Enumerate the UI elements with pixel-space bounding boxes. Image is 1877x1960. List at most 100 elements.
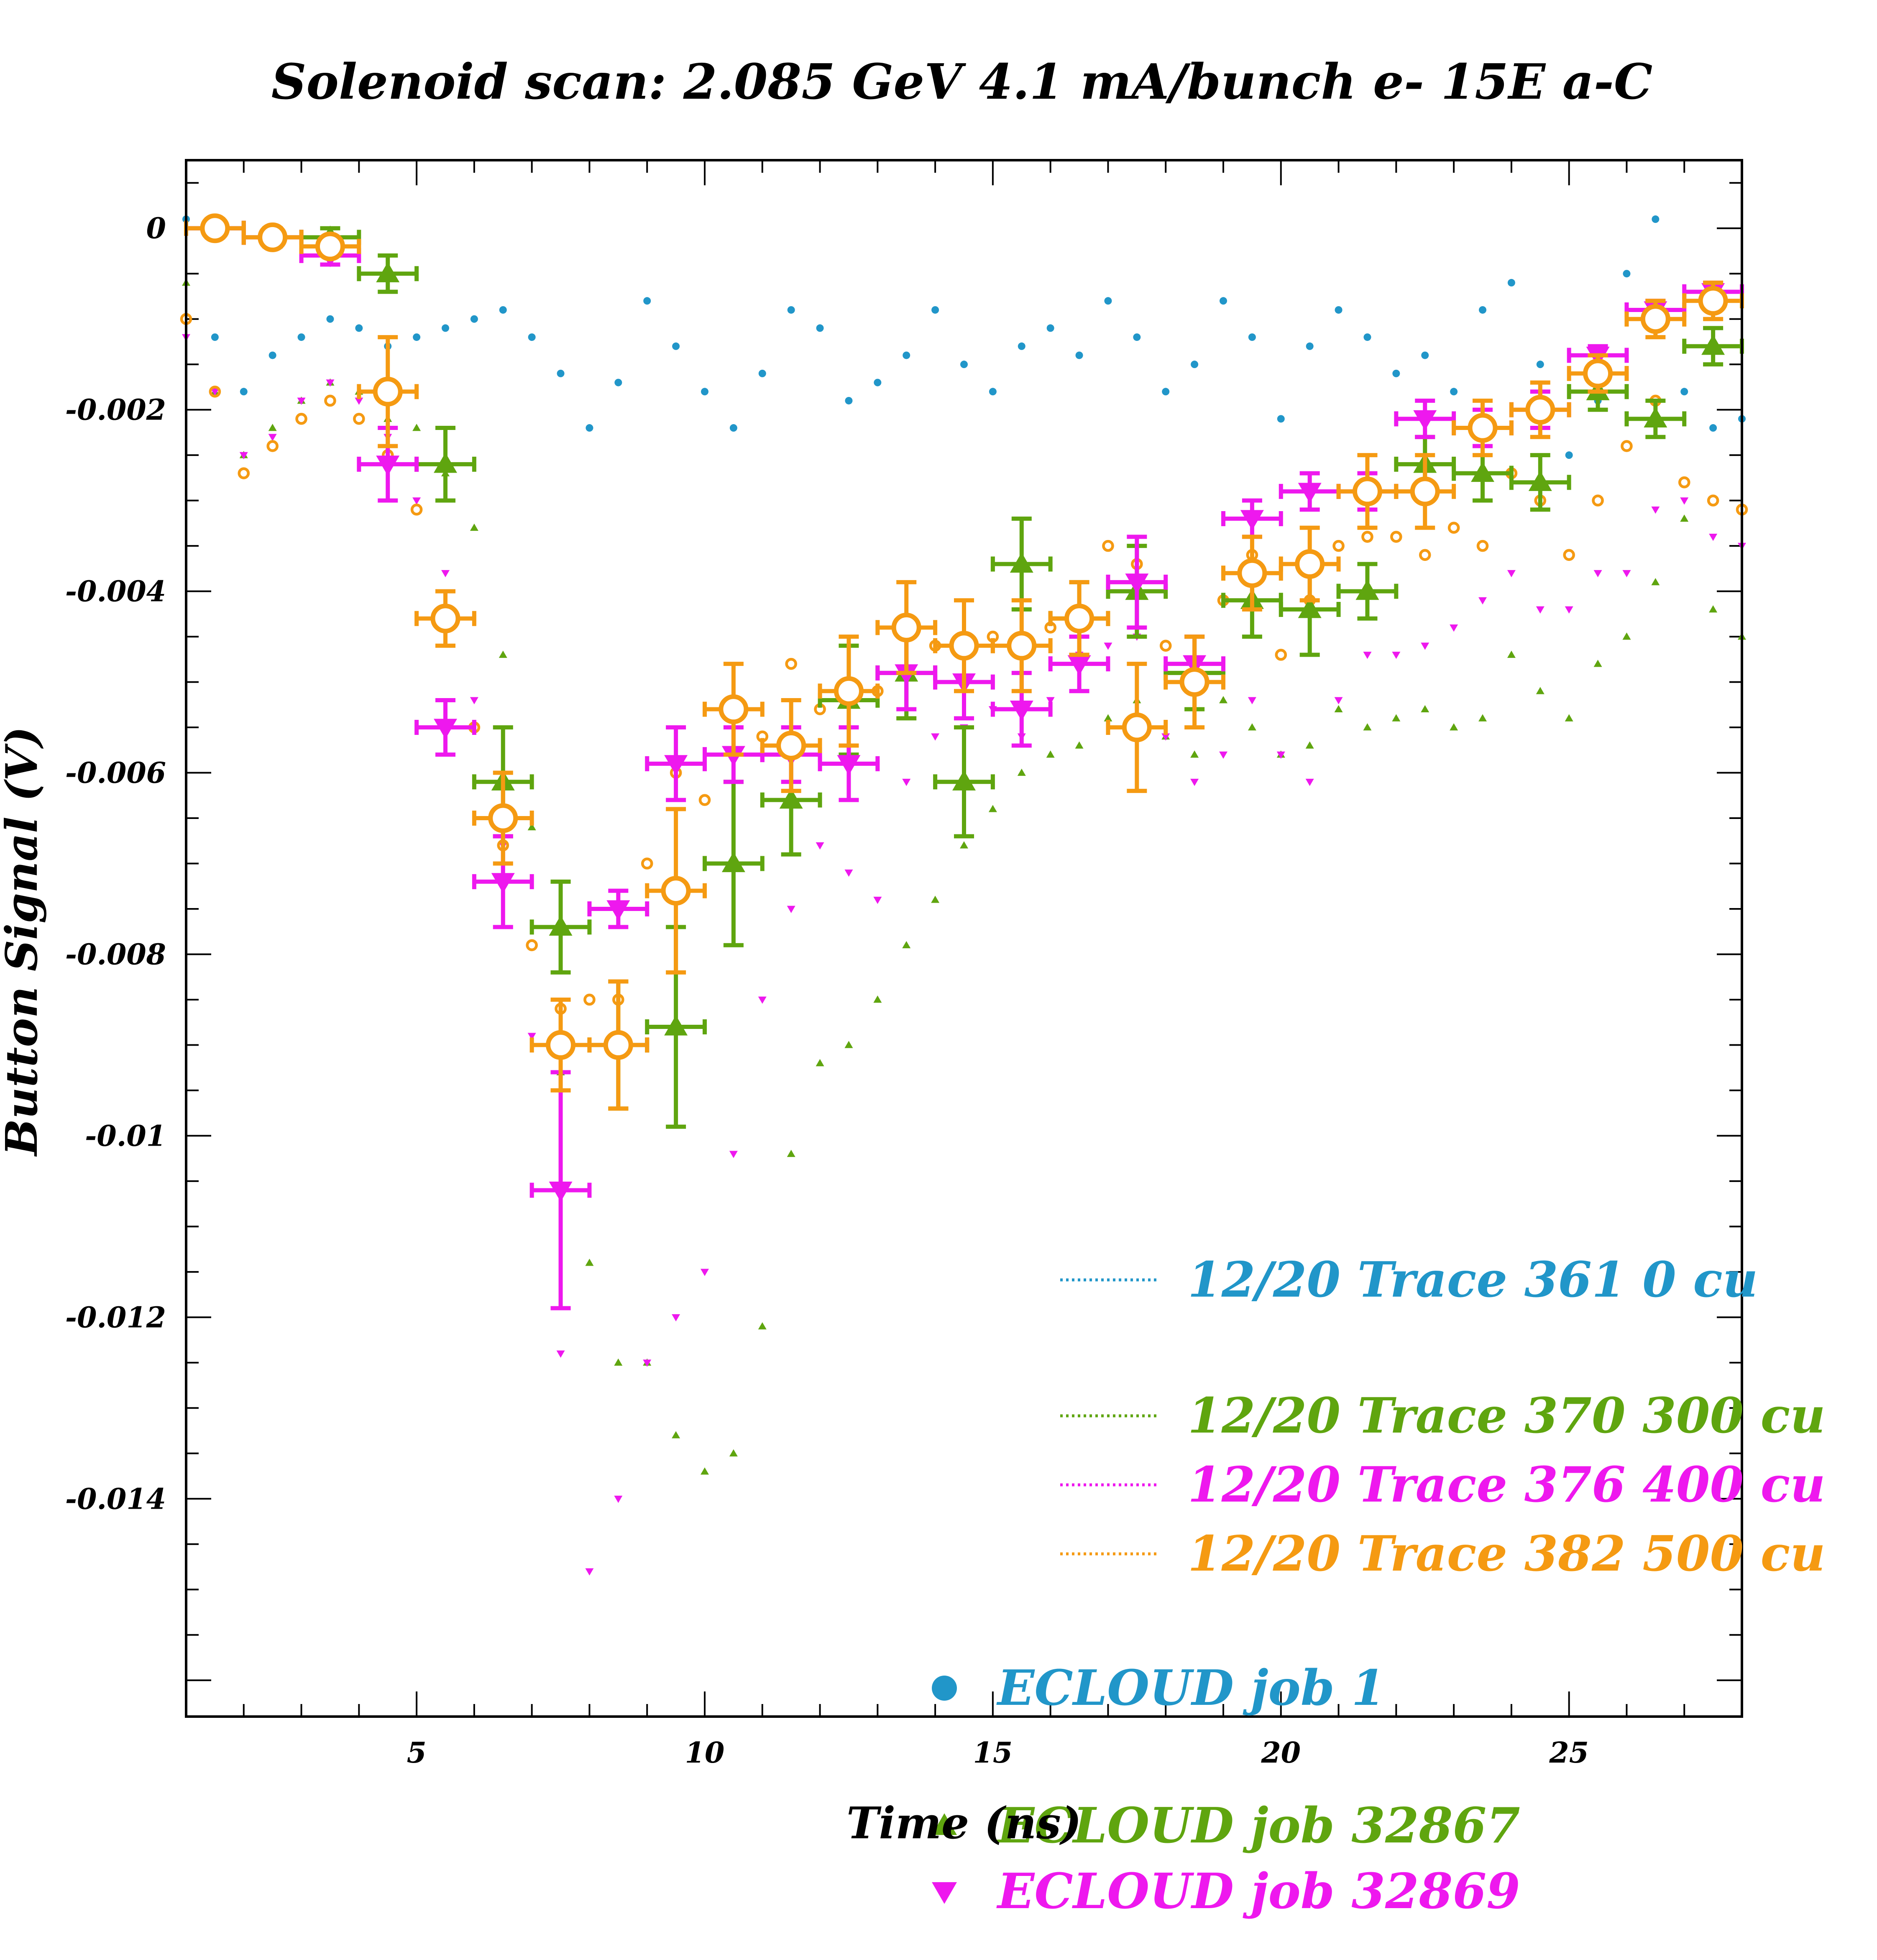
- measured-point: [614, 379, 622, 386]
- measured-point: [1104, 642, 1112, 650]
- measured-point: [1102, 540, 1114, 552]
- measured-point: [701, 388, 708, 396]
- measured-point: [1248, 723, 1256, 731]
- measured-point: [1421, 642, 1429, 650]
- chart-title: Solenoid scan: 2.085 GeV 4.1 mA/bunch e-…: [271, 54, 1652, 110]
- measured-point: [1390, 531, 1402, 543]
- measured-point: [1651, 506, 1660, 514]
- legend-swatch: [932, 1813, 957, 1835]
- measured-point: [1190, 778, 1199, 786]
- x-tick-label: 25: [1549, 1736, 1589, 1770]
- simulated-point: [1125, 573, 1149, 594]
- measured-point: [1277, 415, 1285, 423]
- simulated-point: [549, 1181, 573, 1202]
- measured-point: [1450, 723, 1458, 731]
- y-tick-label: -0.01: [85, 1119, 166, 1153]
- measured-point: [1104, 714, 1112, 722]
- measured-point: [989, 388, 997, 396]
- simulated-point: [434, 719, 457, 739]
- x-tick-label: 15: [973, 1736, 1013, 1770]
- measured-point: [1621, 440, 1633, 452]
- measured-point: [1306, 342, 1314, 350]
- measured-point: [470, 697, 478, 704]
- simulated-point: [200, 213, 230, 243]
- measured-point: [499, 306, 507, 314]
- measured-point: [470, 315, 478, 323]
- y-axis-label: Button Signal (V): [0, 727, 47, 1157]
- measured-point: [1678, 476, 1690, 489]
- measured-point: [701, 1269, 709, 1276]
- measured-point: [960, 361, 968, 368]
- simulated-point: [603, 1030, 633, 1060]
- measured-point: [1075, 351, 1083, 359]
- measured-point: [324, 394, 336, 407]
- legend-swatch: [932, 1882, 957, 1904]
- measured-point: [410, 504, 423, 516]
- measured-point: [1191, 361, 1199, 368]
- legend-label: 12/20 Trace 361 0 cu: [1188, 1251, 1758, 1308]
- legend-label: ECLOUD job 32869: [996, 1863, 1520, 1920]
- measured-point: [326, 315, 334, 323]
- measured-point: [268, 434, 277, 441]
- measured-point: [499, 650, 507, 658]
- simulated-point: [258, 222, 288, 252]
- simulated-point: [434, 452, 457, 473]
- measured-point: [1161, 733, 1170, 741]
- measured-point: [1536, 687, 1545, 694]
- measured-point: [698, 794, 711, 806]
- simulated-point: [776, 730, 806, 760]
- measured-point: [844, 869, 853, 877]
- measured-point: [470, 523, 478, 531]
- measured-point: [1190, 750, 1199, 758]
- simulated-point: [1237, 558, 1267, 588]
- measured-point: [442, 324, 449, 332]
- measured-point: [1220, 297, 1227, 305]
- measured-point: [1363, 333, 1371, 341]
- measured-point: [1305, 778, 1314, 786]
- y-tick-label: -0.002: [65, 394, 166, 427]
- measured-point: [527, 1033, 536, 1040]
- legend-swatch: [932, 1676, 957, 1701]
- y-tick-label: 0: [146, 212, 166, 246]
- measured-point: [1046, 324, 1054, 332]
- measured-point: [1075, 741, 1084, 749]
- simulated-point: [430, 604, 460, 634]
- simulated-point: [606, 900, 630, 921]
- simulated-point: [373, 376, 403, 407]
- measured-point: [1392, 652, 1401, 659]
- measured-point: [1275, 649, 1287, 661]
- measured-point: [873, 896, 882, 904]
- measured-point: [1507, 650, 1516, 658]
- measured-point: [1709, 605, 1718, 613]
- y-tick-label: -0.008: [65, 938, 166, 971]
- simulated-point: [1525, 395, 1555, 425]
- measured-point: [1392, 369, 1400, 377]
- simulated-point: [1064, 604, 1094, 634]
- simulated-point: [376, 455, 400, 476]
- measured-point: [240, 388, 248, 396]
- measured-point: [672, 1314, 680, 1322]
- measured-point: [1392, 714, 1401, 722]
- measured-point: [672, 342, 680, 350]
- measured-point: [1507, 279, 1515, 287]
- measured-point: [556, 1350, 565, 1358]
- measured-point: [641, 857, 653, 870]
- measured-point: [1421, 351, 1429, 359]
- measured-point: [816, 1059, 824, 1067]
- measured-point: [1565, 606, 1573, 614]
- measured-point: [585, 1568, 594, 1576]
- measured-point: [441, 570, 450, 578]
- y-tick-label: -0.014: [65, 1482, 166, 1516]
- simulated-point: [949, 631, 979, 661]
- measured-point: [729, 424, 737, 432]
- measured-point: [787, 906, 795, 913]
- measured-point: [1017, 768, 1026, 776]
- measured-point: [412, 424, 421, 431]
- measured-point: [1651, 578, 1660, 586]
- measured-point: [1593, 570, 1602, 578]
- measured-point: [643, 1359, 652, 1367]
- x-tick-label: 5: [407, 1736, 426, 1770]
- simulated-point: [1010, 552, 1033, 573]
- measured-point: [1479, 306, 1486, 314]
